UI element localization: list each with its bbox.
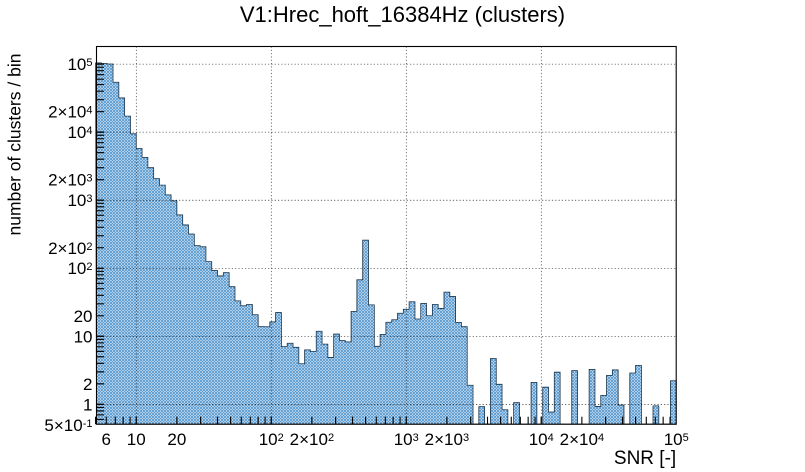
svg-text:2×104: 2×104 bbox=[48, 103, 92, 122]
svg-text:2×103: 2×103 bbox=[48, 171, 92, 190]
svg-text:103: 103 bbox=[67, 191, 92, 210]
svg-text:1: 1 bbox=[83, 395, 92, 414]
svg-text:2×103: 2×103 bbox=[425, 430, 469, 449]
svg-text:104: 104 bbox=[67, 123, 92, 142]
svg-text:2×102: 2×102 bbox=[48, 239, 92, 258]
svg-text:2×102: 2×102 bbox=[290, 430, 334, 449]
svg-text:102: 102 bbox=[67, 259, 92, 278]
svg-text:10: 10 bbox=[127, 430, 146, 449]
svg-text:103: 103 bbox=[394, 430, 419, 449]
svg-text:2×104: 2×104 bbox=[560, 430, 604, 449]
svg-text:6: 6 bbox=[102, 430, 111, 449]
svg-text:105: 105 bbox=[67, 55, 92, 74]
svg-text:2: 2 bbox=[83, 375, 92, 394]
svg-text:104: 104 bbox=[529, 430, 554, 449]
svg-text:20: 20 bbox=[74, 307, 93, 326]
svg-text:SNR [-]: SNR [-] bbox=[614, 448, 676, 469]
svg-text:102: 102 bbox=[259, 430, 284, 449]
svg-text:5×10-1: 5×10-1 bbox=[44, 416, 92, 435]
svg-text:105: 105 bbox=[664, 430, 689, 449]
svg-text:number of clusters / bin: number of clusters / bin bbox=[5, 54, 25, 236]
svg-text:10: 10 bbox=[74, 327, 93, 346]
svg-text:20: 20 bbox=[167, 430, 186, 449]
